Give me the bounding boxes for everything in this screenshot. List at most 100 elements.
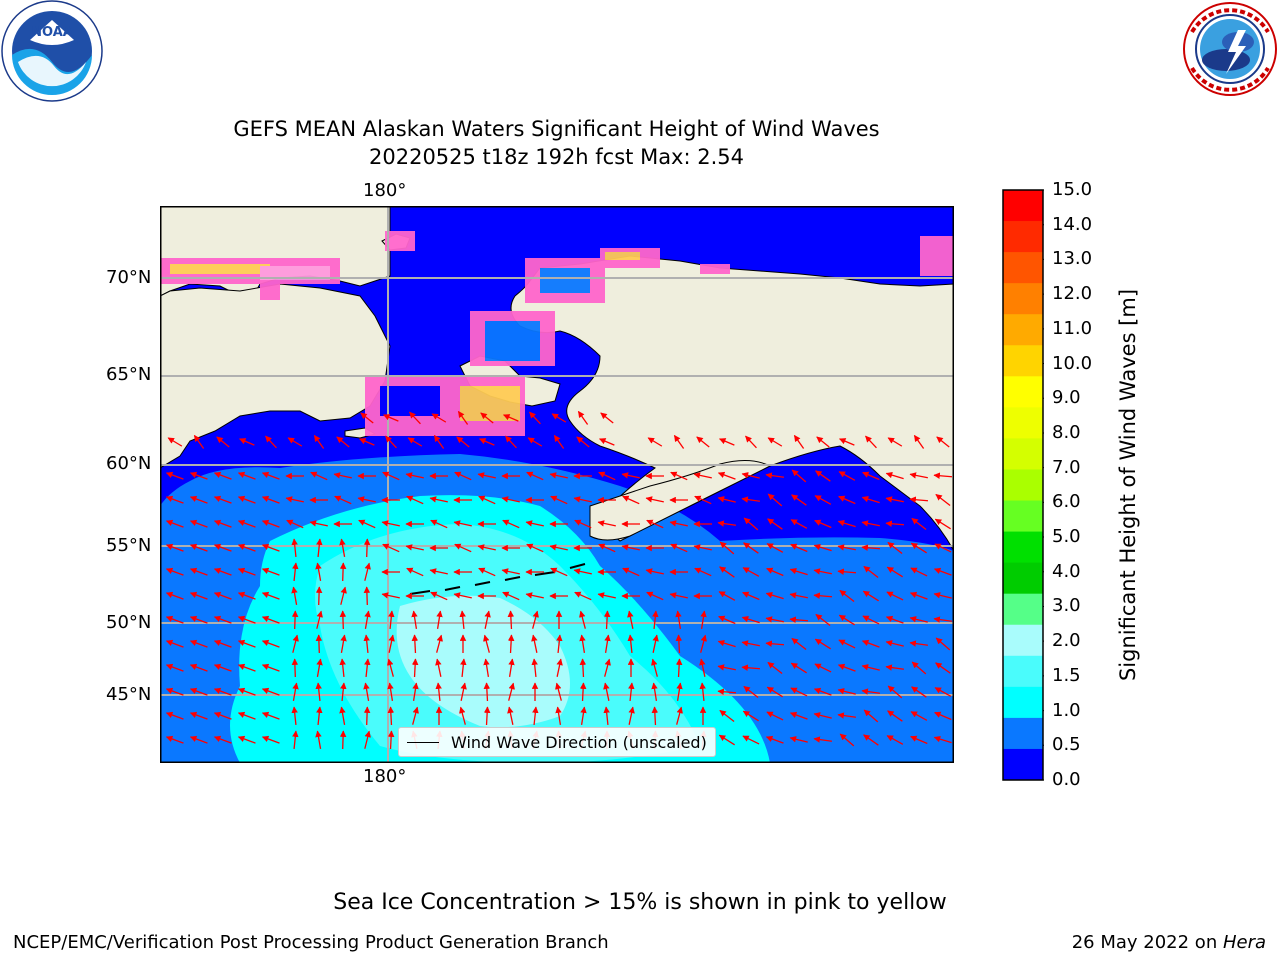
wind-wave-arrow — [165, 735, 184, 744]
map-frame — [160, 206, 954, 763]
colorbar — [1002, 189, 1044, 781]
wind-wave-arrow — [358, 519, 376, 529]
colorbar-segment — [1003, 748, 1043, 781]
wind-wave-arrow — [765, 591, 784, 600]
wind-wave-arrow — [339, 538, 346, 557]
wind-wave-arrow — [766, 711, 784, 721]
wind-wave-arrow — [165, 663, 184, 672]
wind-wave-arrow — [862, 590, 879, 602]
wind-wave-arrow — [237, 615, 256, 624]
wind-wave-arrow — [364, 658, 371, 678]
wind-wave-arrow — [532, 706, 539, 726]
colorbar-tick-label: 1.5 — [1052, 664, 1081, 686]
wind-wave-arrow — [766, 686, 783, 698]
colorbar-tick-label: 15.0 — [1052, 179, 1093, 200]
wind-wave-arrow — [454, 543, 472, 553]
wind-wave-arrow — [767, 661, 783, 675]
wind-wave-arrow — [480, 412, 494, 424]
wind-wave-arrow — [291, 610, 299, 630]
wind-wave-arrow — [213, 519, 232, 528]
wind-wave-arrow — [837, 544, 856, 551]
wind-wave-arrow — [935, 493, 951, 507]
wind-wave-arrow — [839, 733, 855, 747]
wind-wave-arrow — [360, 412, 374, 424]
wind-wave-arrow — [291, 706, 298, 726]
wind-wave-arrow — [527, 437, 543, 447]
wind-wave-arrow — [813, 543, 832, 552]
wind-wave-arrow — [549, 544, 568, 551]
wind-wave-arrow — [315, 682, 322, 702]
colorbar-segment — [1003, 593, 1043, 626]
wind-wave-arrow — [435, 682, 442, 702]
wind-wave-arrow — [261, 687, 280, 696]
colorbar-segment — [1003, 407, 1043, 439]
wind-wave-arrow — [213, 711, 232, 720]
wind-wave-arrow — [525, 592, 544, 599]
colorbar-tick-label: 2.0 — [1052, 630, 1081, 652]
wind-wave-arrow — [430, 591, 448, 601]
wind-wave-arrow — [387, 658, 394, 677]
wind-wave-arrow — [885, 520, 905, 527]
wind-wave-arrow — [429, 568, 448, 575]
wind-wave-arrow — [696, 436, 710, 448]
wind-wave-arrow — [454, 471, 472, 481]
legend-text: Wind Wave Direction (unscaled) — [451, 733, 707, 752]
wind-wave-arrow — [261, 615, 280, 624]
wind-wave-arrow — [457, 410, 469, 425]
wind-wave-arrow — [189, 567, 208, 576]
wind-wave-arrow — [237, 495, 256, 504]
wind-wave-arrow — [189, 591, 208, 600]
wind-wave-arrow — [261, 663, 280, 672]
wind-wave-arrow — [531, 658, 538, 678]
colorbar-segment — [1003, 655, 1043, 688]
wind-wave-arrow — [189, 687, 208, 696]
wind-wave-arrow — [621, 544, 640, 551]
colorbar-segment — [1003, 438, 1043, 470]
wind-wave-arrow — [813, 687, 832, 696]
wind-wave-arrow — [453, 520, 472, 527]
wind-wave-arrow — [460, 682, 467, 701]
wind-wave-arrow — [189, 495, 208, 504]
colorbar-tick-label: 14.0 — [1052, 213, 1093, 235]
wind-wave-arrow — [718, 615, 736, 625]
wind-wave-arrow — [315, 730, 322, 749]
wind-wave-arrow — [484, 610, 491, 629]
wind-wave-arrow — [862, 471, 880, 481]
land-aleutian-islands — [409, 563, 586, 595]
wind-wave-arrow — [502, 591, 520, 601]
wind-wave-arrow — [579, 658, 587, 678]
wind-wave-arrow — [603, 706, 610, 726]
wind-wave-arrow — [237, 735, 256, 744]
lon-label-bottom: 180° — [363, 766, 407, 787]
wind-wave-arrow — [598, 471, 616, 481]
wind-wave-arrow — [861, 639, 880, 648]
wind-wave-arrow — [407, 437, 423, 447]
wind-wave-arrow — [815, 470, 831, 482]
wind-wave-arrow — [863, 709, 879, 723]
wind-wave-arrow — [694, 567, 712, 577]
wind-wave-arrow — [507, 634, 515, 654]
wind-wave-arrow — [717, 520, 737, 527]
wind-wave-arrow — [742, 710, 759, 722]
credit-machine: Hera — [1222, 932, 1266, 953]
wind-wave-arrow — [622, 495, 640, 505]
wind-wave-arrow — [412, 682, 419, 701]
wind-wave-arrow — [741, 664, 761, 671]
wind-wave-arrow — [526, 543, 544, 553]
wind-wave-arrow — [261, 495, 280, 504]
lat-label-55: 55°N — [106, 535, 152, 556]
wind-wave-arrow — [292, 730, 299, 750]
wind-wave-arrow — [745, 435, 757, 449]
wind-wave-arrow — [292, 562, 299, 582]
colorbar-tick-label: 3.0 — [1052, 595, 1081, 617]
wind-wave-arrow — [532, 610, 539, 629]
wind-wave-arrow — [237, 687, 256, 696]
wind-wave-arrow — [933, 735, 952, 744]
wind-wave-arrow — [579, 634, 586, 653]
wind-wave-arrow — [647, 437, 663, 447]
wind-wave-arrow — [837, 663, 856, 672]
wind-wave-arrow — [838, 495, 856, 505]
colorbar-tick-label: 7.0 — [1052, 456, 1081, 478]
wind-wave-arrow — [285, 496, 304, 503]
wind-wave-arrow — [838, 471, 856, 481]
